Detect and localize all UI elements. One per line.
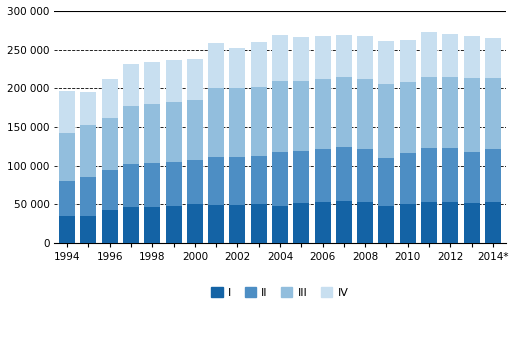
Bar bbox=[123, 164, 139, 207]
Bar bbox=[80, 92, 96, 124]
Bar bbox=[80, 216, 96, 243]
Bar bbox=[314, 149, 330, 202]
Bar bbox=[400, 40, 416, 82]
Bar bbox=[272, 35, 288, 81]
Bar bbox=[293, 151, 309, 203]
Bar bbox=[251, 42, 267, 87]
Bar bbox=[251, 87, 267, 156]
Bar bbox=[144, 207, 160, 243]
Bar bbox=[187, 160, 203, 204]
Bar bbox=[400, 82, 416, 153]
Bar bbox=[421, 77, 437, 148]
Bar bbox=[357, 149, 373, 202]
Bar bbox=[80, 124, 96, 177]
Bar bbox=[208, 88, 224, 157]
Bar bbox=[165, 102, 181, 162]
Bar bbox=[443, 202, 458, 243]
Bar bbox=[293, 81, 309, 151]
Bar bbox=[208, 205, 224, 243]
Bar bbox=[208, 157, 224, 205]
Bar bbox=[293, 203, 309, 243]
Bar bbox=[123, 106, 139, 164]
Bar bbox=[165, 60, 181, 102]
Bar bbox=[400, 153, 416, 204]
Bar bbox=[336, 77, 352, 147]
Bar bbox=[272, 81, 288, 152]
Bar bbox=[251, 204, 267, 243]
Bar bbox=[336, 201, 352, 243]
Bar bbox=[336, 147, 352, 201]
Bar bbox=[187, 59, 203, 100]
Bar bbox=[357, 37, 373, 79]
Bar bbox=[102, 79, 118, 118]
Bar bbox=[59, 91, 75, 133]
Bar bbox=[485, 38, 501, 78]
Bar bbox=[464, 78, 480, 152]
Bar bbox=[421, 32, 437, 77]
Bar bbox=[378, 84, 394, 158]
Bar bbox=[485, 149, 501, 202]
Bar bbox=[314, 79, 330, 149]
Bar bbox=[421, 202, 437, 243]
Bar bbox=[464, 36, 480, 78]
Bar bbox=[400, 204, 416, 243]
Bar bbox=[102, 170, 118, 210]
Bar bbox=[102, 118, 118, 170]
Bar bbox=[102, 210, 118, 243]
Bar bbox=[421, 148, 437, 202]
Bar bbox=[272, 206, 288, 243]
Bar bbox=[357, 79, 373, 149]
Bar bbox=[378, 206, 394, 243]
Bar bbox=[485, 202, 501, 243]
Bar bbox=[144, 104, 160, 162]
Bar bbox=[208, 43, 224, 88]
Bar bbox=[123, 64, 139, 106]
Bar bbox=[443, 34, 458, 77]
Bar bbox=[230, 88, 246, 157]
Bar bbox=[336, 35, 352, 77]
Bar bbox=[59, 181, 75, 216]
Bar bbox=[378, 41, 394, 84]
Bar bbox=[464, 152, 480, 203]
Bar bbox=[314, 37, 330, 79]
Bar bbox=[187, 204, 203, 243]
Bar bbox=[293, 37, 309, 81]
Bar bbox=[80, 177, 96, 216]
Bar bbox=[165, 162, 181, 206]
Bar bbox=[378, 158, 394, 206]
Bar bbox=[464, 203, 480, 243]
Bar bbox=[230, 205, 246, 243]
Bar bbox=[59, 216, 75, 243]
Bar bbox=[187, 100, 203, 160]
Bar bbox=[144, 162, 160, 207]
Bar bbox=[443, 148, 458, 202]
Bar bbox=[314, 202, 330, 243]
Legend: I, II, III, IV: I, II, III, IV bbox=[207, 283, 353, 302]
Bar bbox=[165, 206, 181, 243]
Bar bbox=[443, 77, 458, 148]
Bar bbox=[59, 133, 75, 181]
Bar bbox=[144, 62, 160, 104]
Bar bbox=[485, 78, 501, 149]
Bar bbox=[230, 48, 246, 88]
Bar bbox=[272, 152, 288, 206]
Bar bbox=[230, 157, 246, 205]
Bar bbox=[357, 202, 373, 243]
Bar bbox=[251, 156, 267, 204]
Bar bbox=[123, 207, 139, 243]
